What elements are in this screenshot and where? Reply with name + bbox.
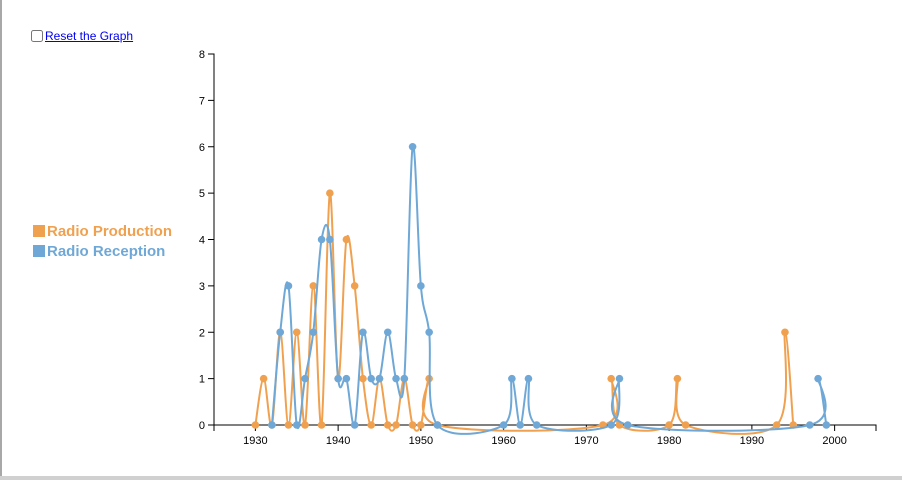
- y-tick-label: 0: [199, 420, 205, 432]
- data-point[interactable]: [681, 421, 690, 429]
- data-point[interactable]: [317, 235, 326, 244]
- data-point[interactable]: [814, 374, 822, 383]
- x-tick-label: 1970: [574, 435, 598, 447]
- data-point[interactable]: [781, 328, 789, 337]
- y-tick-label: 8: [199, 49, 205, 61]
- legend-swatch-production: [33, 225, 45, 237]
- x-tick-label: 1990: [740, 435, 764, 447]
- x-tick-label: 1930: [243, 435, 267, 447]
- data-point[interactable]: [417, 421, 425, 429]
- data-point[interactable]: [673, 374, 682, 383]
- data-point[interactable]: [417, 282, 425, 290]
- y-tick-label: 5: [199, 188, 205, 200]
- data-point[interactable]: [516, 421, 524, 429]
- data-point[interactable]: [383, 328, 392, 337]
- data-point[interactable]: [359, 374, 367, 383]
- data-point[interactable]: [607, 421, 615, 429]
- data-point[interactable]: [615, 374, 624, 383]
- x-tick-label: 1950: [409, 435, 433, 447]
- y-tick-label: 7: [199, 95, 205, 107]
- legend-label-reception: Radio Reception: [47, 242, 166, 260]
- data-point[interactable]: [665, 421, 673, 429]
- data-point[interactable]: [623, 421, 632, 429]
- data-point[interactable]: [433, 421, 442, 429]
- data-point[interactable]: [400, 374, 409, 383]
- y-tick-label: 6: [199, 142, 205, 154]
- reset-control: Reset the Graph: [31, 29, 133, 43]
- data-point[interactable]: [822, 421, 831, 429]
- data-point[interactable]: [276, 328, 285, 337]
- series-layer: [251, 142, 831, 435]
- data-point[interactable]: [532, 421, 541, 429]
- series-radio-reception: [268, 142, 831, 435]
- data-point[interactable]: [284, 421, 293, 429]
- data-point[interactable]: [268, 421, 276, 429]
- data-point[interactable]: [367, 421, 376, 429]
- data-point[interactable]: [350, 421, 359, 429]
- x-axis: 1930 1940 1950 1960 1970 1980 1990 2000: [213, 424, 877, 447]
- y-tick-label: 1: [199, 374, 205, 386]
- data-point[interactable]: [350, 282, 359, 290]
- x-axis-line: [213, 424, 877, 431]
- data-point[interactable]: [772, 421, 781, 429]
- data-point[interactable]: [284, 282, 293, 290]
- data-point[interactable]: [301, 374, 309, 383]
- y-tick-label: 2: [199, 327, 205, 339]
- reset-graph-link[interactable]: Reset the Graph: [45, 29, 134, 43]
- data-point[interactable]: [367, 374, 376, 383]
- reset-checkbox[interactable]: [31, 30, 43, 42]
- legend-label-production: Radio Production: [47, 222, 172, 240]
- legend-swatch-reception: [33, 245, 45, 257]
- data-point[interactable]: [392, 421, 400, 429]
- data-point[interactable]: [408, 142, 417, 151]
- data-point[interactable]: [292, 328, 301, 337]
- data-point[interactable]: [508, 374, 516, 383]
- data-point[interactable]: [383, 421, 392, 429]
- data-point[interactable]: [408, 421, 417, 429]
- data-point[interactable]: [607, 374, 615, 383]
- data-point[interactable]: [524, 374, 533, 383]
- y-axis: 0 1 2 3 4 5 6 7 8: [199, 49, 215, 432]
- x-tick-label: 1980: [657, 435, 681, 447]
- data-point[interactable]: [806, 421, 814, 429]
- window-left-border: [0, 0, 2, 480]
- legend-item-reception[interactable]: Radio Reception: [33, 241, 172, 261]
- data-point[interactable]: [259, 374, 268, 383]
- legend-item-production[interactable]: Radio Production: [33, 221, 172, 241]
- data-point[interactable]: [342, 235, 351, 244]
- y-tick-label: 3: [199, 281, 205, 293]
- data-point[interactable]: [251, 421, 260, 429]
- x-tick-label: 1940: [326, 435, 350, 447]
- data-point[interactable]: [342, 374, 351, 383]
- window-bottom-border: [0, 476, 902, 480]
- data-point[interactable]: [292, 421, 301, 429]
- data-point[interactable]: [309, 282, 318, 290]
- data-point[interactable]: [375, 374, 384, 383]
- data-point[interactable]: [326, 189, 334, 197]
- data-point[interactable]: [301, 421, 309, 429]
- chart-legend: Radio Production Radio Reception: [33, 221, 172, 261]
- x-tick-label: 1960: [491, 435, 515, 447]
- data-point[interactable]: [326, 235, 334, 244]
- data-point[interactable]: [425, 328, 433, 337]
- data-point[interactable]: [359, 328, 367, 337]
- data-point[interactable]: [499, 421, 508, 429]
- x-tick-label: 2000: [822, 435, 846, 447]
- data-point[interactable]: [317, 421, 326, 429]
- y-tick-label: 4: [199, 235, 205, 247]
- data-point[interactable]: [309, 328, 318, 337]
- data-point[interactable]: [334, 374, 342, 383]
- data-point[interactable]: [392, 374, 400, 383]
